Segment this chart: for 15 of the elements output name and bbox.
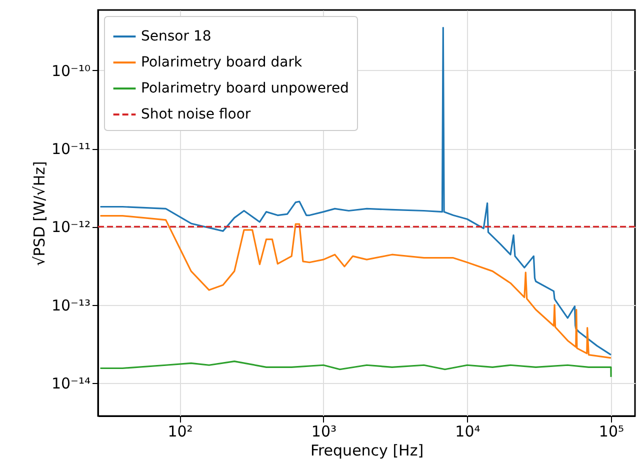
x-tick-label: 10² (168, 422, 193, 440)
legend-label: Polarimetry board dark (141, 54, 303, 70)
x-tick-label: 10⁴ (455, 422, 480, 440)
y-tick-label: 10⁻¹³ (51, 296, 90, 314)
y-axis-title: √PSD [W/√Hz] (30, 161, 48, 266)
y-tick-label: 10⁻¹¹ (51, 140, 90, 158)
x-axis-title: Frequency [Hz] (310, 442, 424, 460)
x-tick-label: 10³ (311, 422, 337, 440)
x-tick-label: 10⁵ (598, 422, 624, 440)
legend-label: Shot noise floor (141, 106, 251, 122)
legend-label: Sensor 18 (141, 28, 212, 44)
y-tick-label: 10⁻¹⁴ (51, 374, 90, 393)
legend-label: Polarimetry board unpowered (141, 80, 349, 96)
y-tick-label: 10⁻¹² (51, 218, 90, 236)
y-tick-label: 10⁻¹⁰ (51, 62, 90, 80)
